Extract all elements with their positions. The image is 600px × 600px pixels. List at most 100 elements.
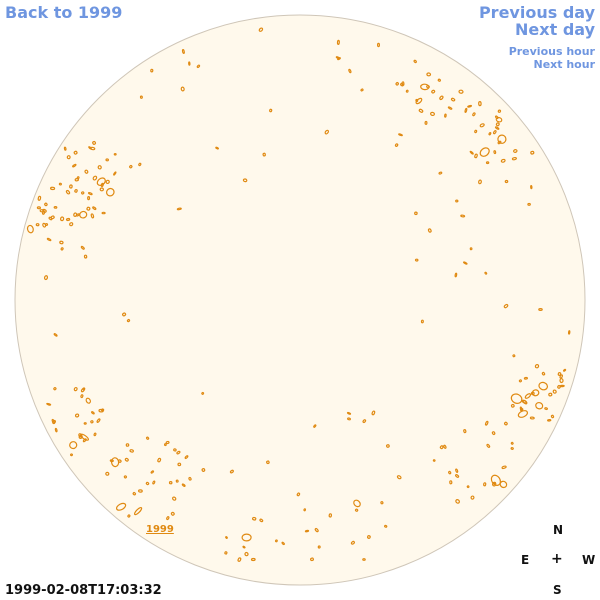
contour-blob <box>90 213 95 219</box>
contour-blob <box>414 258 419 262</box>
contour-blob <box>511 157 517 161</box>
contour-blob <box>362 419 367 424</box>
contour-blob <box>497 140 502 145</box>
contour-blob <box>82 387 86 391</box>
contour-blob <box>242 545 246 549</box>
contour-blob <box>503 303 509 309</box>
contour-blob <box>523 376 528 380</box>
contour-blob <box>458 89 464 94</box>
contour-blob <box>420 319 424 324</box>
contour-blob <box>269 108 273 113</box>
contour-blob <box>165 440 170 445</box>
contour-blob <box>531 389 540 397</box>
contour-blob <box>504 179 509 184</box>
contour-blob <box>479 147 490 157</box>
contour-blob <box>448 470 452 475</box>
next-hour-link[interactable]: Next hour <box>533 58 596 71</box>
contour-blob <box>347 417 351 421</box>
contour-blob <box>241 533 252 542</box>
contour-blob <box>447 106 453 110</box>
contour-blob <box>455 199 459 203</box>
contour-blob <box>201 391 205 395</box>
contour-blob <box>80 245 85 250</box>
contour-blob <box>424 120 428 125</box>
contour-blob <box>535 401 544 410</box>
contour-blob <box>444 113 447 118</box>
contour-blob <box>432 459 436 462</box>
contour-blob <box>113 171 117 176</box>
contour-blob <box>101 211 106 215</box>
contour-blob <box>262 152 266 157</box>
contour-blob <box>237 557 242 562</box>
contour-blob <box>188 61 191 66</box>
contour-blob <box>181 483 186 487</box>
contour-blob <box>86 206 91 211</box>
contour-blob <box>54 427 58 433</box>
contour-blob <box>494 126 500 130</box>
contour-blob <box>336 39 340 45</box>
contour-blob <box>74 413 80 418</box>
contour-blob <box>510 393 523 404</box>
contour-blob <box>500 158 506 163</box>
back-to-year-link[interactable]: Back to 1999 <box>5 3 123 22</box>
contour-blob <box>518 379 522 383</box>
compass-north: N <box>553 523 564 537</box>
contour-blob <box>418 108 424 113</box>
contour-blob <box>538 307 543 312</box>
contour-blob <box>469 247 473 251</box>
contour-blob <box>366 535 371 539</box>
contour-blob <box>139 95 143 99</box>
contour-blob <box>152 480 156 485</box>
contour-blob <box>499 480 508 489</box>
contour-blob <box>350 540 355 545</box>
contour-blob <box>512 354 516 358</box>
contour-blob <box>439 95 444 101</box>
contour-blob <box>225 536 228 539</box>
contour-blob <box>437 78 441 82</box>
contour-blob <box>466 485 470 489</box>
previous-hour-link[interactable]: Previous hour <box>508 45 595 58</box>
contour-blob <box>100 182 104 188</box>
next-day-link[interactable]: Next day <box>515 20 595 39</box>
contour-blob <box>26 224 34 234</box>
contour-blob <box>59 216 65 222</box>
contour-blob <box>395 82 399 86</box>
contour-blob <box>353 499 361 508</box>
contour-blob <box>491 481 497 487</box>
contour-blob <box>35 223 40 227</box>
contour-blob <box>303 508 307 512</box>
contour-blob <box>455 499 460 504</box>
contour-blob <box>426 72 432 77</box>
contour-blob <box>170 511 175 516</box>
contour-blob <box>242 178 248 183</box>
contour-blob <box>127 514 131 518</box>
contour-blob <box>443 444 447 449</box>
contour-blob <box>534 363 540 369</box>
contour-blob <box>105 158 109 162</box>
contour-blob <box>362 558 366 561</box>
contour-blob <box>146 436 150 440</box>
contour-blob <box>81 191 85 195</box>
contour-blob <box>84 169 89 174</box>
contour-blob <box>252 516 257 521</box>
contour-blob <box>335 56 341 60</box>
contour-blob <box>60 247 64 251</box>
contour-blob <box>478 101 482 107</box>
contour-blob <box>92 140 97 145</box>
contour-blob <box>88 146 92 150</box>
contour-blob <box>73 150 78 155</box>
contour-blob <box>413 59 417 64</box>
contour-blob <box>490 474 502 486</box>
contour-blob <box>510 441 514 445</box>
contour-blob <box>70 453 73 457</box>
contour-blob <box>87 196 91 201</box>
contour-blob <box>66 155 71 160</box>
contour-blob <box>63 146 67 151</box>
contour-blob <box>132 492 137 496</box>
contour-blob <box>386 444 390 448</box>
contour-blob <box>184 455 189 460</box>
contour-blob <box>405 89 409 93</box>
year-link[interactable]: 1999 <box>146 524 174 535</box>
contour-blob <box>58 182 62 186</box>
previous-day-link[interactable]: Previous day <box>478 3 595 22</box>
